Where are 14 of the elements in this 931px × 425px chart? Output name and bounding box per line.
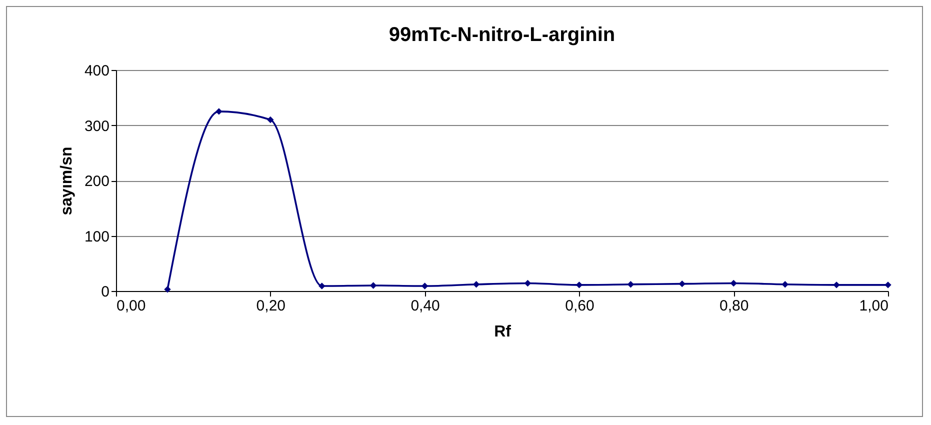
y-tick-label: 200 [84, 173, 110, 190]
x-axis-title: Rf [494, 324, 512, 340]
chart-title: 99mTc-N-nitro-L-arginin [388, 24, 616, 46]
x-tick-label: 0,00 [116, 298, 146, 314]
y-tick-label: 400 [84, 62, 110, 80]
x-tick-label: 0,40 [410, 298, 440, 314]
x-tick-label: 1,00 [859, 298, 888, 314]
y-axis-title: sayım/sn [58, 146, 76, 216]
y-tick-label: 300 [84, 118, 110, 135]
x-tick-label: 0,20 [256, 298, 286, 314]
y-tick-label: 100 [84, 228, 110, 246]
x-tick-label: 0,80 [720, 298, 749, 314]
y-tick-label: 0 [101, 284, 110, 300]
x-tick-label: 0,60 [565, 298, 594, 314]
